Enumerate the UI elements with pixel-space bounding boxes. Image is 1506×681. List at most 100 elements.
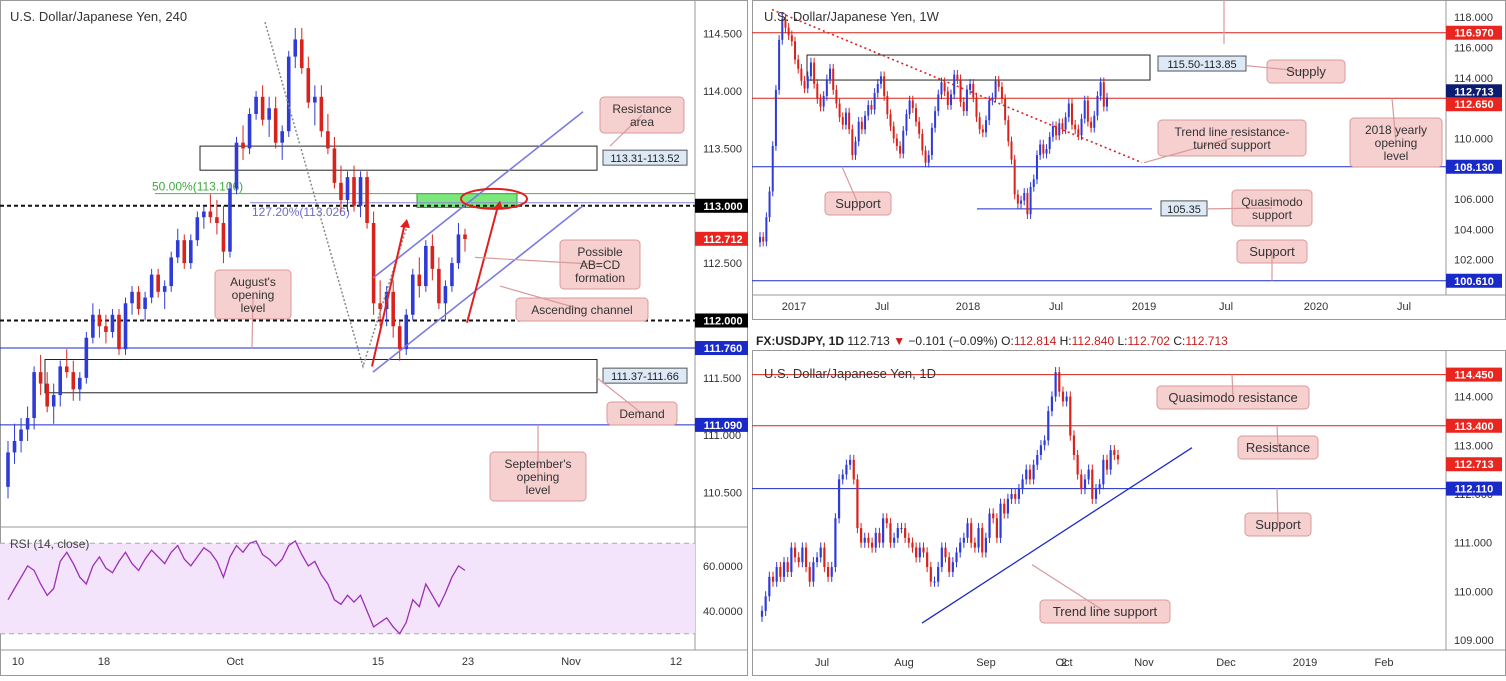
candle-4h-18	[123, 303, 128, 350]
candle-1d-43	[918, 547, 921, 558]
candle-1w-96	[1064, 117, 1067, 130]
x-tick-4h-3: 15	[372, 656, 384, 668]
candle-1w-9	[787, 27, 790, 36]
price-badge-1d-3-bg	[1446, 481, 1502, 496]
candle-1w-10	[790, 35, 793, 42]
callout-demand-pointer	[596, 377, 643, 414]
header-h: 112.840	[1072, 334, 1118, 348]
price-badge-1d-0-bg	[1446, 367, 1502, 382]
candle-1w-40	[886, 95, 889, 115]
candle-4h-28	[189, 240, 193, 264]
candle-1w-3	[768, 191, 771, 218]
candle-1w-42	[892, 126, 895, 139]
callout-1w-supply-pointer	[1245, 65, 1307, 73]
zone-4h-label-bg-1	[602, 367, 688, 384]
candle-1d-87	[1080, 474, 1083, 490]
candle-4h-10	[71, 372, 76, 390]
candle-1d-70	[1017, 489, 1021, 499]
candle-1w-32	[860, 121, 863, 130]
candle-1d-80	[1054, 372, 1057, 397]
candle-4h-29	[195, 217, 200, 241]
candle-1w-34	[867, 105, 870, 116]
candle-1w-20	[822, 95, 825, 107]
y-tick-1d-5: 109.000	[1454, 635, 1494, 647]
candle-1w-13	[800, 68, 803, 81]
candle-1w-22	[829, 68, 832, 80]
candle-1d-51	[948, 557, 951, 572]
candle-1d-75	[1036, 455, 1039, 465]
candle-1w-85	[1029, 186, 1032, 215]
candle-1d-16	[819, 547, 822, 558]
candle-1w-83	[1023, 192, 1026, 201]
candle-1d-73	[1028, 469, 1032, 480]
candle-1w-5	[774, 89, 777, 146]
candle-4h-37	[247, 113, 252, 149]
candle-1w-65	[965, 89, 968, 112]
candle-4h-1	[12, 440, 17, 453]
candle-1w-73	[991, 97, 994, 101]
candle-4h-0	[6, 452, 10, 487]
candle-1w-46	[905, 114, 908, 131]
candle-1d-1	[764, 596, 767, 611]
x-tick-4h-0: 10	[12, 656, 24, 668]
candle-4h-4	[32, 372, 36, 419]
candle-4h-43	[286, 56, 291, 132]
candle-1d-27	[859, 528, 863, 543]
candle-1w-64	[962, 102, 965, 112]
candle-1d-56	[966, 523, 969, 538]
price-badge-1w-0-bg	[1446, 25, 1502, 40]
candle-1d-95	[1109, 450, 1112, 470]
candle-1w-67	[972, 83, 975, 98]
candle-4h-6	[45, 383, 49, 407]
price-badge-1w-0: 116.970	[1454, 28, 1493, 40]
candle-1d-22	[841, 474, 844, 480]
candle-4h-3	[25, 418, 30, 430]
candle-1d-26	[856, 479, 859, 529]
candle-1d-63	[992, 513, 995, 519]
candle-4h-69	[456, 234, 461, 264]
candle-4h-55	[365, 177, 369, 223]
candle-1w-12	[797, 59, 800, 69]
callout-1w-trend-resistance-text-0: Trend line resistance-	[1175, 125, 1290, 139]
candle-4h-27	[182, 240, 187, 264]
candle-4h-56	[371, 222, 376, 304]
header-l-label: L:	[1117, 334, 1127, 348]
price-badge-1w-2: 112.650	[1454, 99, 1493, 111]
candle-1d-33	[882, 518, 885, 543]
chart-4h: 113.31-113.52 111.37-111.66 50.00%(113.106…	[0, 0, 751, 676]
header-o: 112.814	[1014, 334, 1060, 348]
candle-1d-67	[1006, 498, 1009, 514]
candle-4h-67	[443, 286, 448, 304]
price-badge-4h-2: 112.000	[703, 315, 742, 327]
y-tick-4h-6: 111.500	[703, 373, 741, 385]
y-tick-4h-8: 110.500	[703, 488, 742, 500]
candle-4h-45	[299, 39, 304, 69]
candle-1d-15	[815, 557, 819, 563]
candle-1w-23	[832, 68, 835, 90]
candle-1w-39	[883, 76, 886, 96]
candle-1d-69	[1014, 493, 1017, 499]
candle-4h-59	[391, 291, 395, 327]
candle-4h-46	[306, 68, 311, 103]
candle-1w-48	[911, 100, 914, 109]
callout-1w-quasimodo-text-0: Quasimodo	[1241, 195, 1303, 209]
candle-1d-79	[1050, 396, 1054, 412]
candle-4h-63	[417, 274, 422, 287]
callout-septembers-opening-text-1: opening	[517, 470, 560, 484]
candle-1d-62	[988, 513, 991, 538]
candle-1d-28	[863, 537, 866, 543]
candle-1d-44	[922, 547, 925, 553]
rsi-band	[0, 543, 695, 634]
zone-4h-0	[199, 145, 598, 171]
y-tick-4h-1: 114.000	[703, 86, 742, 98]
candle-1w-4	[771, 145, 774, 192]
callout-1d-support-pointer	[1276, 488, 1279, 525]
x-tick-1d-0: Jul	[815, 657, 829, 669]
candle-1w-97	[1067, 103, 1070, 118]
chart-1w-title: U.S. Dollar/Japanese Yen, 1W	[764, 9, 940, 24]
candle-1d-94	[1105, 459, 1109, 470]
candle-1d-35	[889, 523, 892, 543]
candle-1w-14	[803, 80, 806, 89]
candle-1w-90	[1045, 149, 1048, 154]
candle-1w-79	[1010, 141, 1013, 160]
